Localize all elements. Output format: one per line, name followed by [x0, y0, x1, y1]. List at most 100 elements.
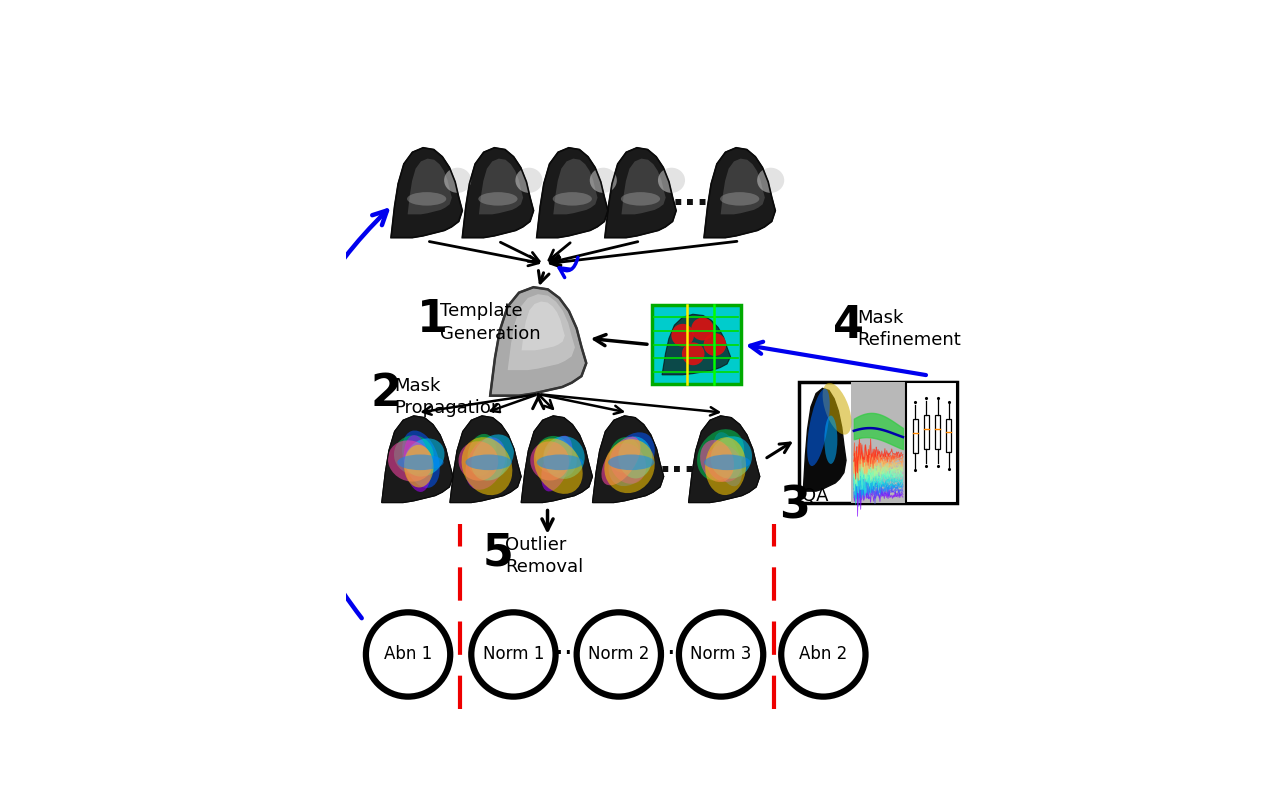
Ellipse shape [823, 383, 851, 435]
Polygon shape [689, 416, 760, 502]
Circle shape [471, 613, 556, 696]
FancyArrowPatch shape [559, 258, 577, 278]
Polygon shape [449, 416, 521, 502]
Ellipse shape [721, 192, 759, 205]
Polygon shape [521, 416, 593, 502]
Ellipse shape [467, 434, 497, 476]
Ellipse shape [541, 436, 572, 491]
Polygon shape [804, 388, 846, 491]
Text: QA: QA [801, 487, 828, 505]
Ellipse shape [394, 436, 434, 474]
Text: ···: ··· [658, 641, 685, 668]
Polygon shape [721, 159, 765, 214]
Ellipse shape [479, 192, 517, 205]
Polygon shape [662, 314, 731, 375]
Ellipse shape [808, 389, 829, 466]
Polygon shape [553, 159, 598, 214]
Ellipse shape [758, 167, 785, 193]
Text: Mask
Refinement: Mask Refinement [858, 308, 961, 349]
Polygon shape [381, 416, 453, 502]
Polygon shape [490, 287, 586, 396]
Polygon shape [536, 148, 608, 237]
Ellipse shape [691, 318, 714, 341]
Text: 1: 1 [417, 298, 448, 341]
Polygon shape [521, 302, 564, 350]
Ellipse shape [466, 455, 512, 470]
Ellipse shape [458, 441, 498, 481]
Ellipse shape [608, 432, 655, 486]
Circle shape [366, 613, 451, 696]
Ellipse shape [471, 435, 515, 481]
Text: 3: 3 [778, 484, 810, 527]
Ellipse shape [404, 445, 434, 488]
Circle shape [781, 613, 865, 696]
Bar [924, 415, 929, 449]
Bar [906, 382, 956, 502]
Ellipse shape [705, 437, 746, 495]
Ellipse shape [704, 455, 750, 470]
Text: ...: ... [659, 446, 696, 479]
Text: Norm 3: Norm 3 [690, 646, 751, 663]
Polygon shape [704, 148, 776, 237]
Ellipse shape [618, 436, 653, 478]
Ellipse shape [530, 441, 570, 481]
Ellipse shape [608, 455, 654, 470]
Polygon shape [508, 294, 575, 370]
Ellipse shape [707, 445, 741, 482]
Text: 4: 4 [833, 304, 864, 347]
Ellipse shape [543, 436, 585, 479]
Ellipse shape [682, 342, 704, 365]
Text: Template
Generation: Template Generation [440, 303, 541, 343]
Polygon shape [622, 159, 666, 214]
FancyArrowPatch shape [283, 210, 387, 618]
Ellipse shape [700, 440, 733, 482]
Ellipse shape [544, 440, 577, 477]
Ellipse shape [402, 431, 440, 488]
Ellipse shape [672, 324, 694, 347]
Text: Outlier
Removal: Outlier Removal [506, 536, 584, 576]
Ellipse shape [590, 167, 617, 193]
Polygon shape [407, 159, 452, 214]
Text: ...: ... [671, 180, 709, 213]
Ellipse shape [713, 432, 742, 486]
Ellipse shape [604, 440, 655, 493]
Ellipse shape [553, 192, 591, 205]
Bar [652, 305, 741, 384]
Text: Norm 2: Norm 2 [588, 646, 649, 663]
Text: Abn 2: Abn 2 [799, 646, 847, 663]
Ellipse shape [658, 167, 685, 193]
Ellipse shape [710, 436, 753, 479]
Bar [851, 382, 906, 502]
Polygon shape [390, 148, 462, 237]
Text: 2: 2 [371, 373, 402, 415]
Ellipse shape [404, 439, 444, 477]
Ellipse shape [444, 167, 471, 193]
Text: 5: 5 [483, 532, 513, 575]
Ellipse shape [462, 437, 512, 495]
Ellipse shape [466, 437, 506, 489]
Ellipse shape [407, 192, 447, 205]
Ellipse shape [704, 333, 726, 356]
Ellipse shape [536, 455, 584, 470]
Ellipse shape [534, 439, 582, 494]
Circle shape [678, 613, 763, 696]
Text: ···: ··· [554, 641, 581, 668]
Polygon shape [479, 159, 524, 214]
Ellipse shape [388, 440, 433, 481]
Bar [946, 419, 951, 452]
Bar [934, 415, 940, 448]
Ellipse shape [609, 437, 640, 473]
Polygon shape [605, 148, 676, 237]
Text: Norm 1: Norm 1 [483, 646, 544, 663]
Ellipse shape [471, 438, 507, 481]
Polygon shape [462, 148, 534, 237]
Ellipse shape [397, 455, 444, 470]
Ellipse shape [824, 415, 837, 464]
Ellipse shape [516, 167, 543, 193]
Ellipse shape [602, 436, 640, 485]
Ellipse shape [403, 436, 431, 492]
Ellipse shape [698, 429, 744, 481]
Text: Mask
Propagation: Mask Propagation [394, 377, 503, 417]
Text: Abn 1: Abn 1 [384, 646, 433, 663]
Bar [799, 382, 956, 502]
